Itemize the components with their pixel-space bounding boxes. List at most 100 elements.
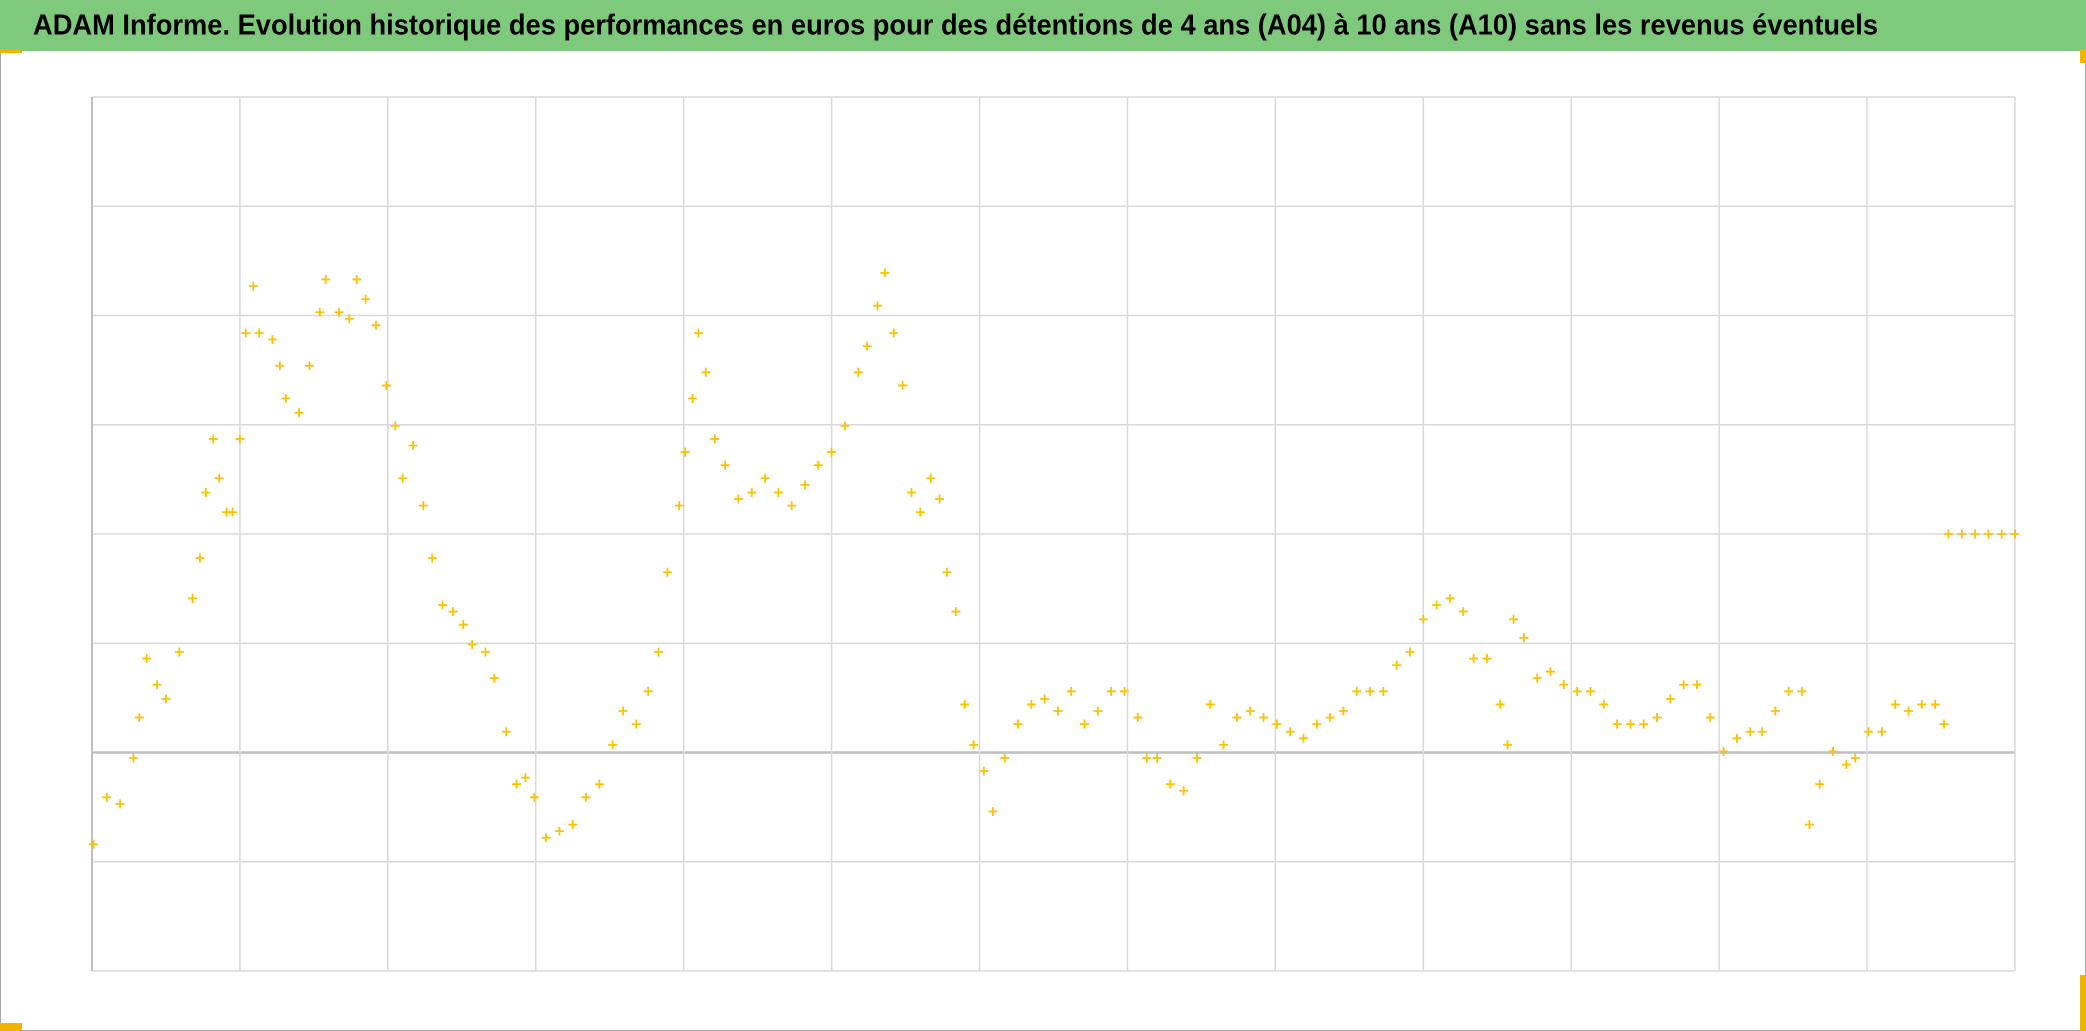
point — [840, 421, 850, 431]
point — [1298, 733, 1308, 743]
point — [1804, 820, 1814, 830]
point — [1957, 529, 1967, 539]
point — [1665, 694, 1675, 704]
point — [554, 826, 564, 836]
point — [115, 799, 125, 809]
point — [1828, 746, 1838, 756]
point — [1133, 713, 1143, 723]
point — [1532, 673, 1542, 683]
point — [1692, 680, 1702, 690]
point — [680, 447, 690, 457]
point — [281, 394, 291, 404]
point — [773, 487, 783, 497]
point — [1026, 699, 1036, 709]
point — [1495, 699, 1505, 709]
point — [1864, 727, 1874, 737]
point — [880, 268, 890, 278]
point — [960, 699, 970, 709]
point — [1259, 713, 1269, 723]
point — [102, 792, 112, 802]
point — [827, 447, 837, 457]
point — [371, 320, 381, 330]
point — [448, 607, 458, 617]
point — [1338, 706, 1348, 716]
point — [512, 779, 522, 789]
point — [1392, 660, 1402, 670]
point — [458, 620, 468, 630]
point — [352, 274, 362, 284]
point — [1418, 614, 1428, 624]
point — [1080, 719, 1090, 729]
point — [214, 473, 224, 483]
point — [862, 341, 872, 351]
corner — [2080, 975, 2086, 1031]
point — [1458, 607, 1468, 617]
point — [643, 686, 653, 696]
point — [581, 792, 591, 802]
point — [1152, 753, 1162, 763]
point — [1939, 719, 1949, 729]
point — [969, 740, 979, 750]
marks — [88, 268, 2020, 849]
point — [1325, 713, 1335, 723]
point — [1970, 529, 1980, 539]
point — [344, 314, 354, 324]
point — [951, 607, 961, 617]
point — [1599, 699, 1609, 709]
point — [1943, 529, 1953, 539]
point — [1509, 614, 1519, 624]
point — [1572, 686, 1582, 696]
title-bar — [0, 0, 2086, 51]
corner — [0, 1023, 22, 1031]
chart-title: ADAM Informe. Evolution historique des p… — [33, 10, 1878, 42]
point — [693, 328, 703, 338]
point — [235, 434, 245, 444]
point — [720, 460, 730, 470]
point — [1066, 686, 1076, 696]
point — [408, 441, 418, 451]
point — [1365, 686, 1375, 696]
point — [1378, 686, 1388, 696]
point — [195, 553, 205, 563]
point — [1745, 727, 1755, 737]
point — [1053, 706, 1063, 716]
point — [241, 328, 251, 338]
point — [688, 394, 698, 404]
point — [1312, 719, 1322, 729]
point — [747, 487, 757, 497]
point — [315, 307, 325, 317]
point — [594, 779, 604, 789]
corner — [2080, 49, 2086, 63]
point — [1503, 740, 1513, 750]
point — [1232, 713, 1242, 723]
point — [174, 647, 184, 657]
point — [1850, 753, 1860, 763]
point — [334, 307, 344, 317]
point — [1877, 727, 1887, 737]
point — [979, 766, 989, 776]
point — [926, 473, 936, 483]
point — [1192, 753, 1202, 763]
point — [1142, 753, 1152, 763]
point — [733, 494, 743, 504]
point — [1285, 727, 1295, 737]
point — [662, 567, 672, 577]
point — [248, 281, 258, 291]
point — [467, 639, 477, 649]
point — [654, 647, 664, 657]
point — [480, 647, 490, 657]
point — [1179, 786, 1189, 796]
point — [942, 567, 952, 577]
point — [568, 820, 578, 830]
point — [489, 673, 499, 683]
point — [228, 507, 238, 517]
point — [1040, 694, 1050, 704]
point — [1612, 719, 1622, 729]
point — [608, 740, 618, 750]
point — [418, 501, 428, 511]
point — [1219, 740, 1229, 750]
point — [800, 480, 810, 490]
point — [438, 600, 448, 610]
point — [1917, 699, 1927, 709]
